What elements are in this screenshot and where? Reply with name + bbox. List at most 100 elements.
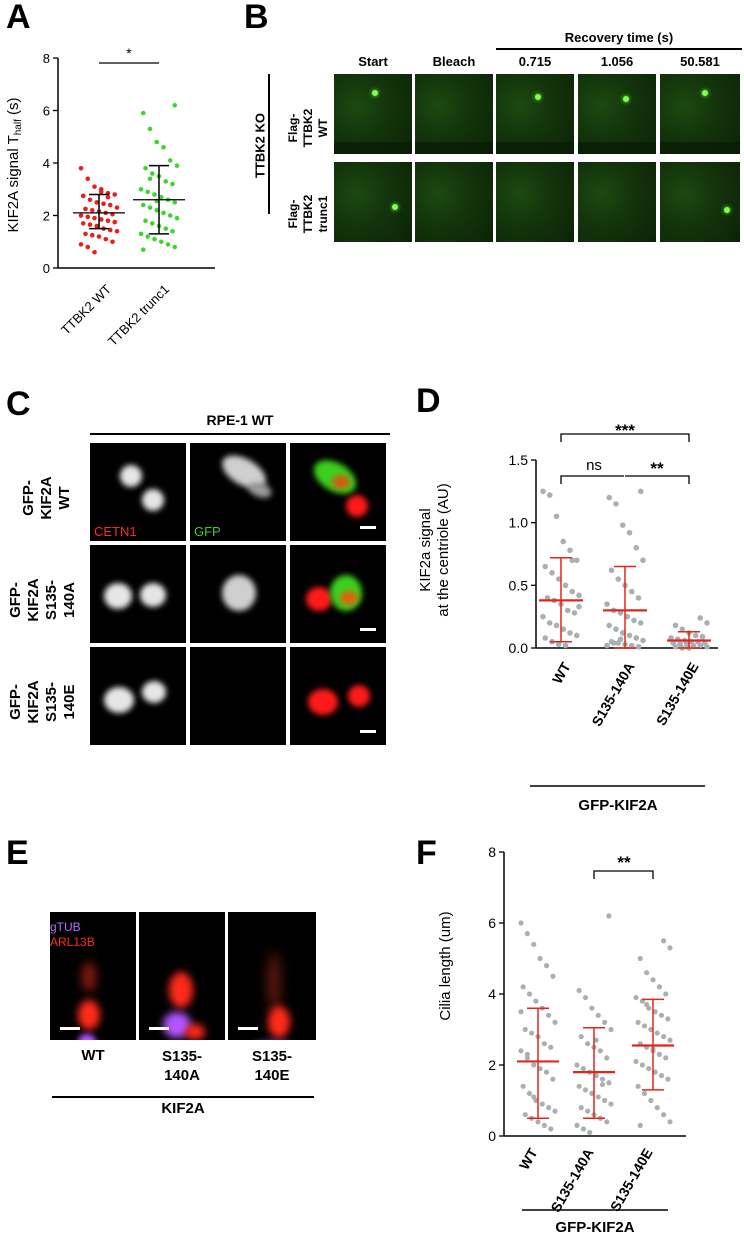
data-point xyxy=(531,1094,537,1100)
data-point xyxy=(143,165,148,171)
data-point xyxy=(549,570,555,576)
shadow-band xyxy=(660,142,740,154)
data-point xyxy=(143,218,148,224)
data-point xyxy=(78,213,84,218)
data-point xyxy=(98,186,104,192)
data-point xyxy=(550,973,556,979)
panel-a-xtick-wt: TTBK2 WT xyxy=(58,281,114,337)
data-point xyxy=(553,513,560,520)
data-point xyxy=(172,244,178,250)
shadow-band xyxy=(578,142,656,154)
panel-d-sig-top: *** xyxy=(615,421,635,440)
data-point xyxy=(597,1048,603,1054)
data-point xyxy=(569,588,576,595)
data-point xyxy=(140,247,146,252)
fluorescent-blob xyxy=(82,962,96,992)
data-point xyxy=(110,239,115,245)
data-point xyxy=(85,244,91,250)
data-point xyxy=(161,210,166,216)
data-point xyxy=(658,1073,665,1079)
fluorescent-blob xyxy=(169,972,193,1008)
data-point xyxy=(644,1002,650,1008)
data-point xyxy=(654,1030,660,1036)
data-point xyxy=(587,1129,593,1136)
fluorescent-spot xyxy=(724,207,730,213)
panel-b-row-wt-label: Flag- TTBK2 WT xyxy=(286,108,330,148)
scale-bar xyxy=(238,1027,258,1030)
data-point xyxy=(533,998,539,1004)
data-point xyxy=(85,214,91,220)
data-point xyxy=(637,488,644,495)
data-point xyxy=(606,913,612,919)
data-point xyxy=(604,601,610,607)
panel-a-sig-star: * xyxy=(126,45,132,61)
data-point xyxy=(562,642,569,649)
data-point xyxy=(78,242,84,247)
panel-e-legend-arl13b: ARL13B xyxy=(50,935,95,949)
panel-b-col-t1: 0.715 xyxy=(518,54,552,69)
data-point xyxy=(599,1081,606,1088)
data-point xyxy=(573,557,580,564)
data-point xyxy=(635,1019,641,1025)
data-point xyxy=(626,529,633,536)
frap-image xyxy=(415,162,493,242)
data-point xyxy=(537,955,543,962)
ytick-label: 1.0 xyxy=(509,515,529,531)
fluorescent-blob xyxy=(346,495,368,517)
data-point xyxy=(103,236,109,242)
data-point xyxy=(526,1090,533,1096)
data-point xyxy=(635,1083,641,1089)
panel-c-row-wt-label: GFP- KIF2A WT xyxy=(20,476,73,520)
data-point xyxy=(524,931,530,937)
data-point xyxy=(170,181,175,187)
scale-bar xyxy=(360,526,376,529)
fluorescent-blob xyxy=(340,591,358,605)
data-point xyxy=(87,197,93,203)
data-point xyxy=(652,1009,658,1015)
data-point xyxy=(83,206,88,212)
data-point xyxy=(633,1058,639,1065)
data-point xyxy=(526,991,533,997)
data-point xyxy=(548,1126,554,1132)
data-point xyxy=(154,207,160,213)
panel-f-xtick-a: S135-140A xyxy=(547,1146,596,1215)
data-point xyxy=(582,1087,589,1093)
data-point xyxy=(158,194,164,200)
panel-d-sig-bracket-top xyxy=(560,433,690,442)
data-point xyxy=(615,576,622,582)
data-point xyxy=(672,622,679,629)
centriole-image xyxy=(190,545,286,643)
data-point xyxy=(524,1051,530,1057)
data-point xyxy=(94,223,100,229)
panel-b-col-t2: 1.056 xyxy=(600,54,634,69)
data-point xyxy=(692,632,699,639)
data-point xyxy=(98,217,104,222)
data-point xyxy=(690,642,697,649)
fluorescent-spot xyxy=(702,90,708,96)
data-point xyxy=(85,176,91,182)
data-point xyxy=(96,234,102,239)
panel-b-col-t3: 50.581 xyxy=(680,54,720,69)
data-point xyxy=(105,194,111,200)
data-point xyxy=(145,234,151,239)
panel-e-group-line xyxy=(52,1096,314,1098)
data-point xyxy=(541,1122,547,1128)
panel-a-xtick-trunc1: TTBK2 trunc1 xyxy=(105,282,172,349)
data-point xyxy=(89,207,95,213)
data-point xyxy=(665,1016,671,1022)
data-point xyxy=(589,1005,595,1011)
data-point xyxy=(648,1026,654,1033)
data-point xyxy=(663,991,669,997)
data-point xyxy=(633,994,639,1001)
data-point xyxy=(656,1051,662,1057)
ytick-label: 0 xyxy=(488,1128,496,1144)
data-point xyxy=(553,622,560,629)
data-point xyxy=(172,200,178,205)
panel-c-row-e-label: GFP- KIF2A S135- 140E xyxy=(7,680,78,724)
fluorescent-spot xyxy=(535,94,541,100)
data-point xyxy=(648,1097,654,1104)
centriole-image xyxy=(90,545,186,643)
centriole-image xyxy=(90,647,186,745)
fluorescent-spot xyxy=(623,96,629,102)
